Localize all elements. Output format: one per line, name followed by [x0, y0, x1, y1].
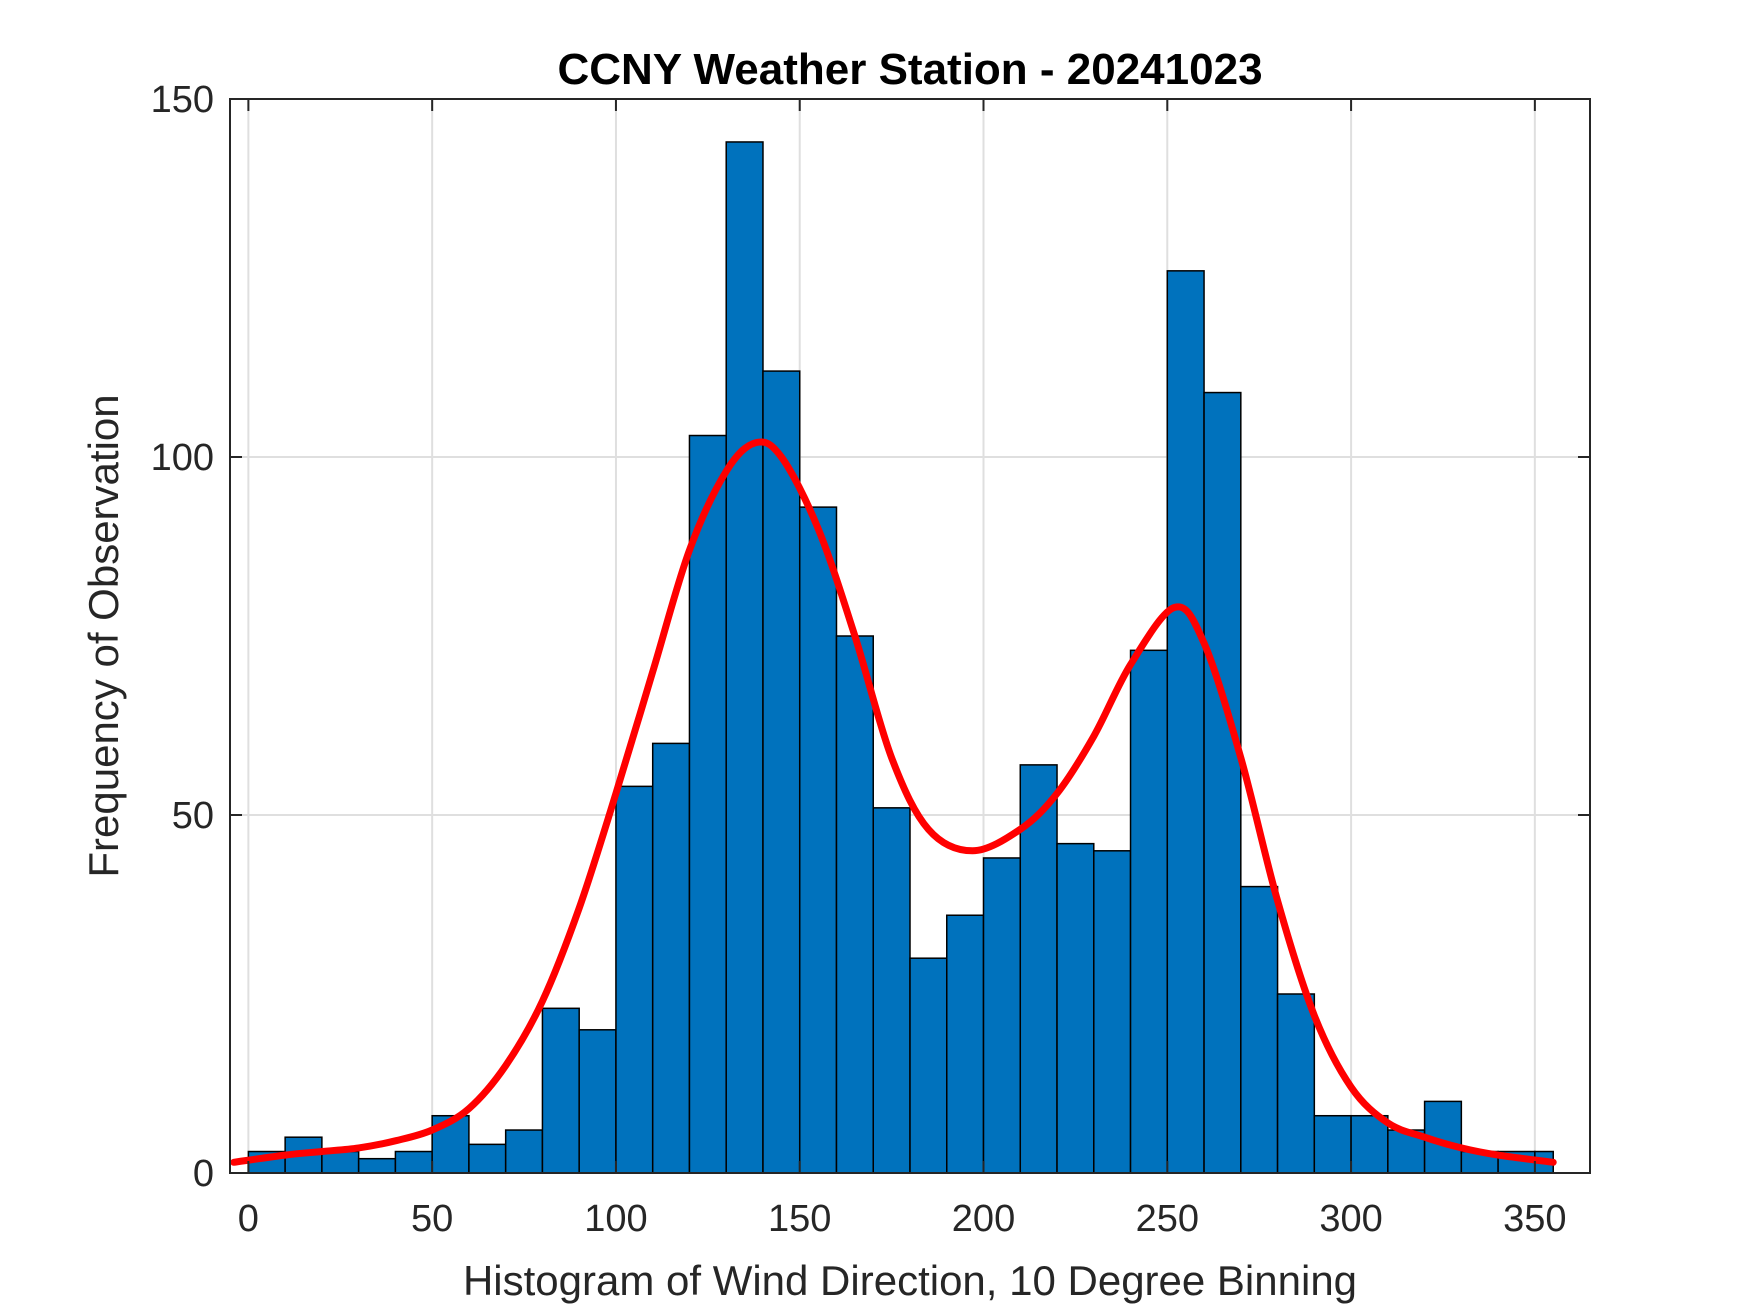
histogram-bar — [1093, 850, 1132, 1174]
histogram-bar — [1276, 993, 1316, 1174]
histogram-bar — [468, 1143, 507, 1174]
histogram-bar — [1056, 842, 1095, 1174]
bars-layer — [247, 141, 1554, 1174]
histogram-bar — [394, 1150, 433, 1174]
x-tick-label: 0 — [238, 1198, 259, 1240]
ticks-layer — [230, 98, 1590, 1174]
x-tick-label: 350 — [1503, 1198, 1566, 1240]
y-axis-label: Frequency of Observation — [80, 394, 127, 877]
x-tick-label: 150 — [768, 1198, 831, 1240]
histogram-bar — [982, 857, 1022, 1174]
x-tick-label: 250 — [1136, 1198, 1199, 1240]
histogram-bar — [578, 1029, 617, 1174]
histogram-bar — [504, 1129, 544, 1174]
histogram-bar — [1313, 1114, 1352, 1174]
histogram-bar — [357, 1157, 397, 1174]
y-tick-label: 50 — [172, 795, 214, 837]
histogram-bar — [615, 785, 654, 1174]
histogram-bar — [946, 914, 985, 1174]
histogram-bar — [1203, 391, 1242, 1174]
axes-frame — [229, 98, 1591, 1174]
y-tick-label: 150 — [151, 79, 214, 121]
x-tick-label: 200 — [952, 1198, 1015, 1240]
histogram-bar — [1129, 649, 1169, 1174]
x-tick-label: 300 — [1319, 1198, 1382, 1240]
x-axis-label: Histogram of Wind Direction, 10 Degree B… — [463, 1257, 1357, 1304]
histogram-bar — [762, 370, 801, 1174]
histogram-bar — [541, 1007, 580, 1174]
fit-curve-line — [230, 438, 1557, 1166]
histogram-bar — [872, 807, 911, 1174]
histogram-bar — [1019, 764, 1058, 1174]
y-tick-label: 0 — [193, 1153, 214, 1195]
x-tick-label: 50 — [411, 1198, 453, 1240]
histogram-bar — [909, 957, 948, 1174]
y-tick-label: 100 — [151, 437, 214, 479]
histogram-bar — [1350, 1114, 1389, 1174]
histogram-bar — [1240, 885, 1279, 1174]
histogram-bar — [1166, 270, 1205, 1174]
histogram-bar — [688, 434, 727, 1174]
histogram-bar — [321, 1150, 360, 1174]
histogram-bar — [651, 742, 691, 1174]
curve-layer — [230, 438, 1557, 1166]
tick-labels-layer: 0 50 100 150 200 250 300 350 0 50 100 150 — [151, 79, 1567, 1240]
histogram-bar — [798, 506, 838, 1174]
x-tick-label: 100 — [584, 1198, 647, 1240]
histogram-bar — [725, 141, 764, 1174]
histogram-bar — [835, 635, 874, 1174]
chart-title: CCNY Weather Station - 20241023 — [557, 45, 1262, 94]
